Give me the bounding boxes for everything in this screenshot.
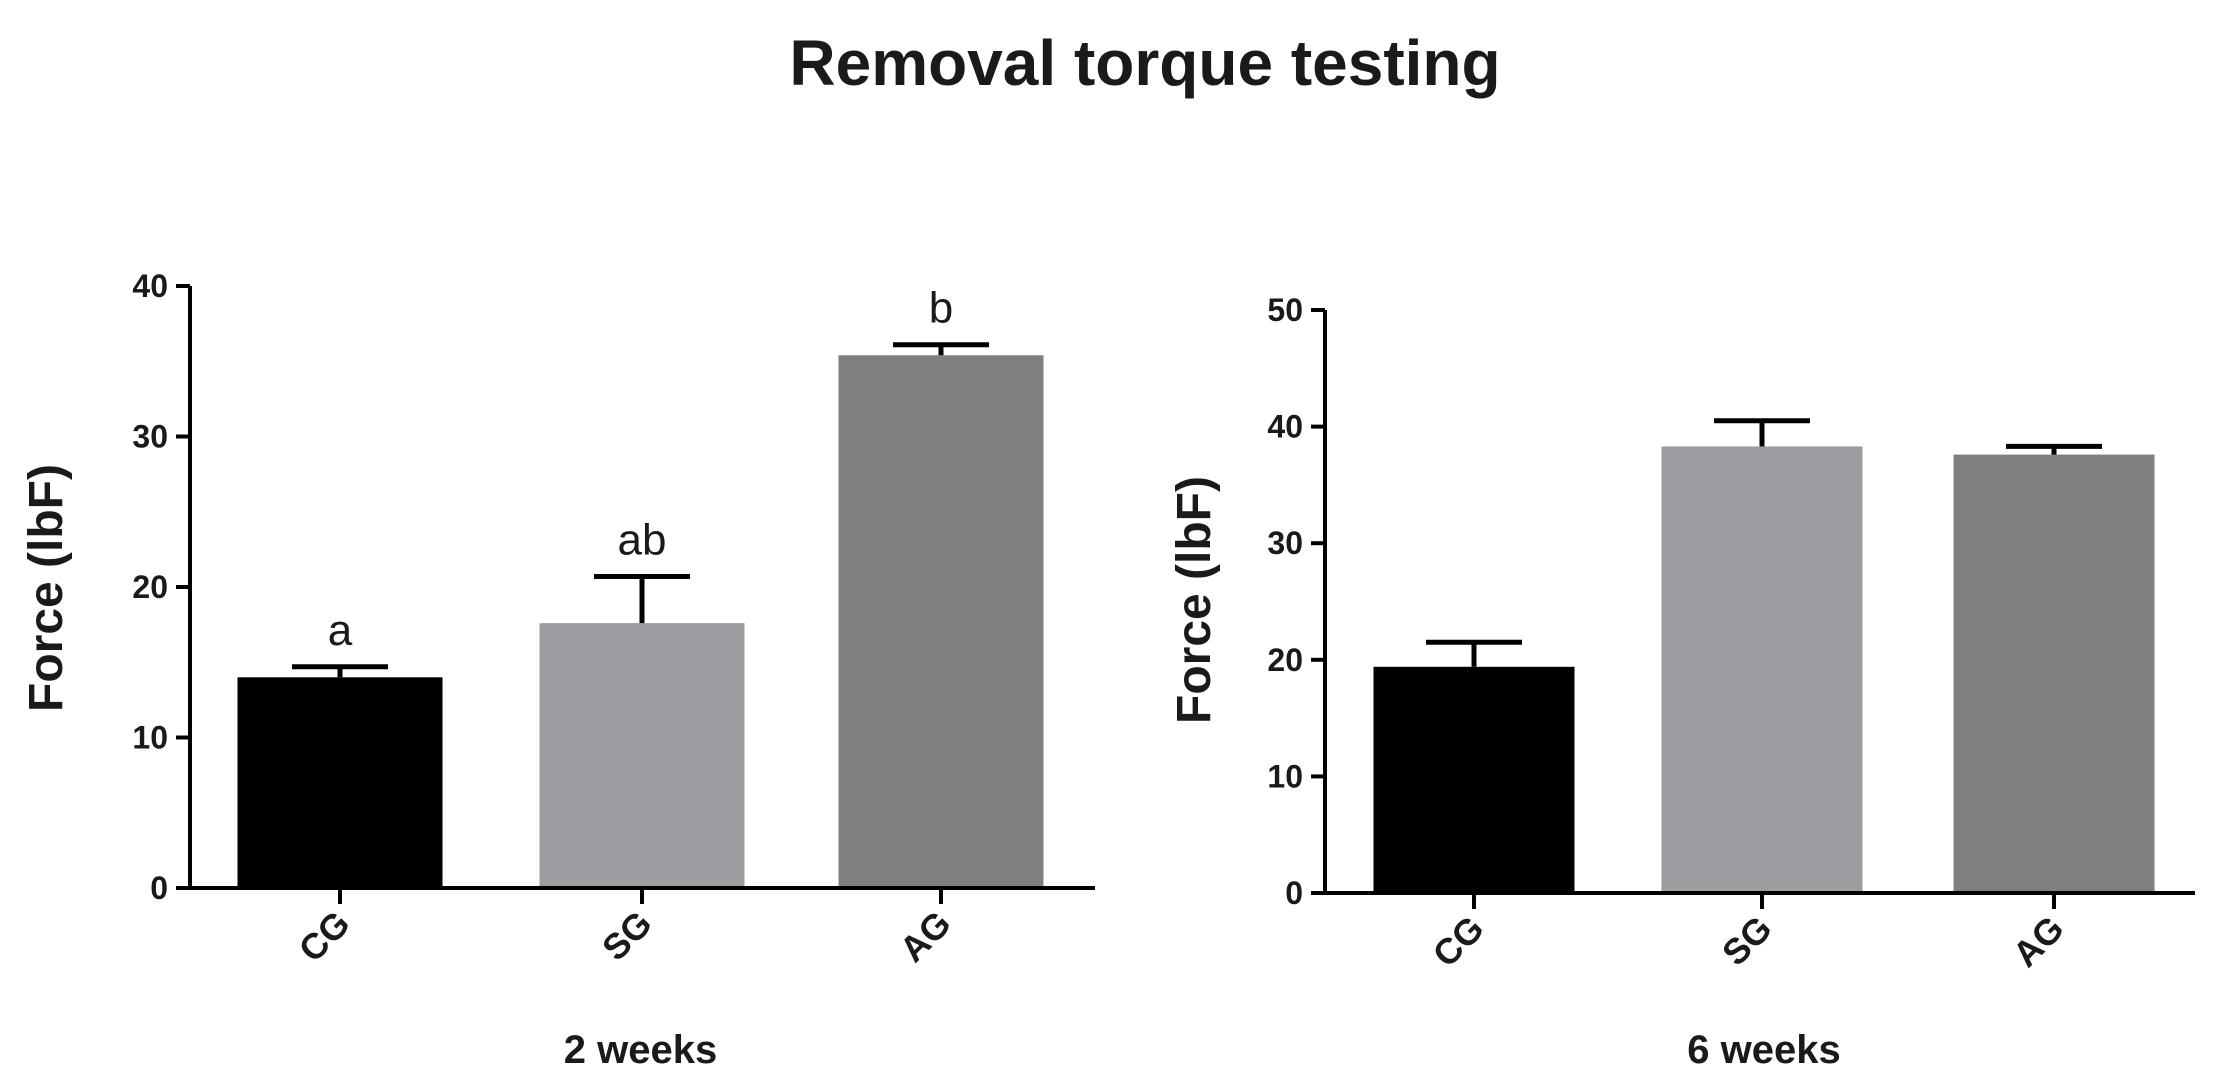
y-tick-label: 50 [1267, 292, 1303, 328]
bar-ag [838, 355, 1044, 889]
y-tick-label: 0 [1285, 875, 1303, 911]
x-tick-label-sg: SG [594, 903, 660, 969]
x-axis-title: 2 weeks [564, 1028, 717, 1072]
significance-label-sg: ab [618, 515, 667, 564]
y-tick-label: 20 [132, 569, 168, 605]
significance-label-ag: b [929, 284, 953, 333]
y-tick-label: 40 [1267, 409, 1303, 445]
y-tick-label: 10 [1267, 758, 1303, 794]
significance-label-cg: a [328, 606, 353, 655]
y-tick-label: 20 [1267, 642, 1303, 678]
y-tick-label: 30 [132, 419, 168, 455]
y-tick-label: 40 [132, 268, 168, 304]
x-tick-label-ag: AG [2004, 908, 2071, 975]
y-tick-label: 0 [150, 870, 168, 906]
y-axis-title: Force (lbF) [1168, 476, 1221, 724]
x-tick-label-cg: CG [290, 903, 357, 970]
figure-title: Removal torque testing [789, 27, 1500, 99]
x-tick-label-cg: CG [1424, 908, 1491, 975]
y-tick-label: 30 [1267, 525, 1303, 561]
bar-sg [539, 623, 745, 888]
bar-cg [1373, 666, 1575, 893]
bar-cg [237, 677, 443, 888]
bar-sg [1661, 446, 1863, 893]
x-tick-label-sg: SG [1714, 908, 1780, 974]
x-tick-label-ag: AG [891, 903, 958, 970]
y-tick-label: 10 [132, 720, 168, 756]
bar-ag [1953, 454, 2155, 893]
chart-panel-2-weeks: a ab b 0 10 20 30 40 CG SG AG Force (lbF) 2 weeks [20, 268, 1095, 1072]
x-axis-title: 6 weeks [1687, 1028, 1840, 1072]
chart-panel-6-weeks: 0 10 20 30 40 50 CG SG AG Force (lbF) 6 weeks [1168, 292, 2195, 1072]
y-axis-title: Force (lbF) [20, 464, 73, 712]
